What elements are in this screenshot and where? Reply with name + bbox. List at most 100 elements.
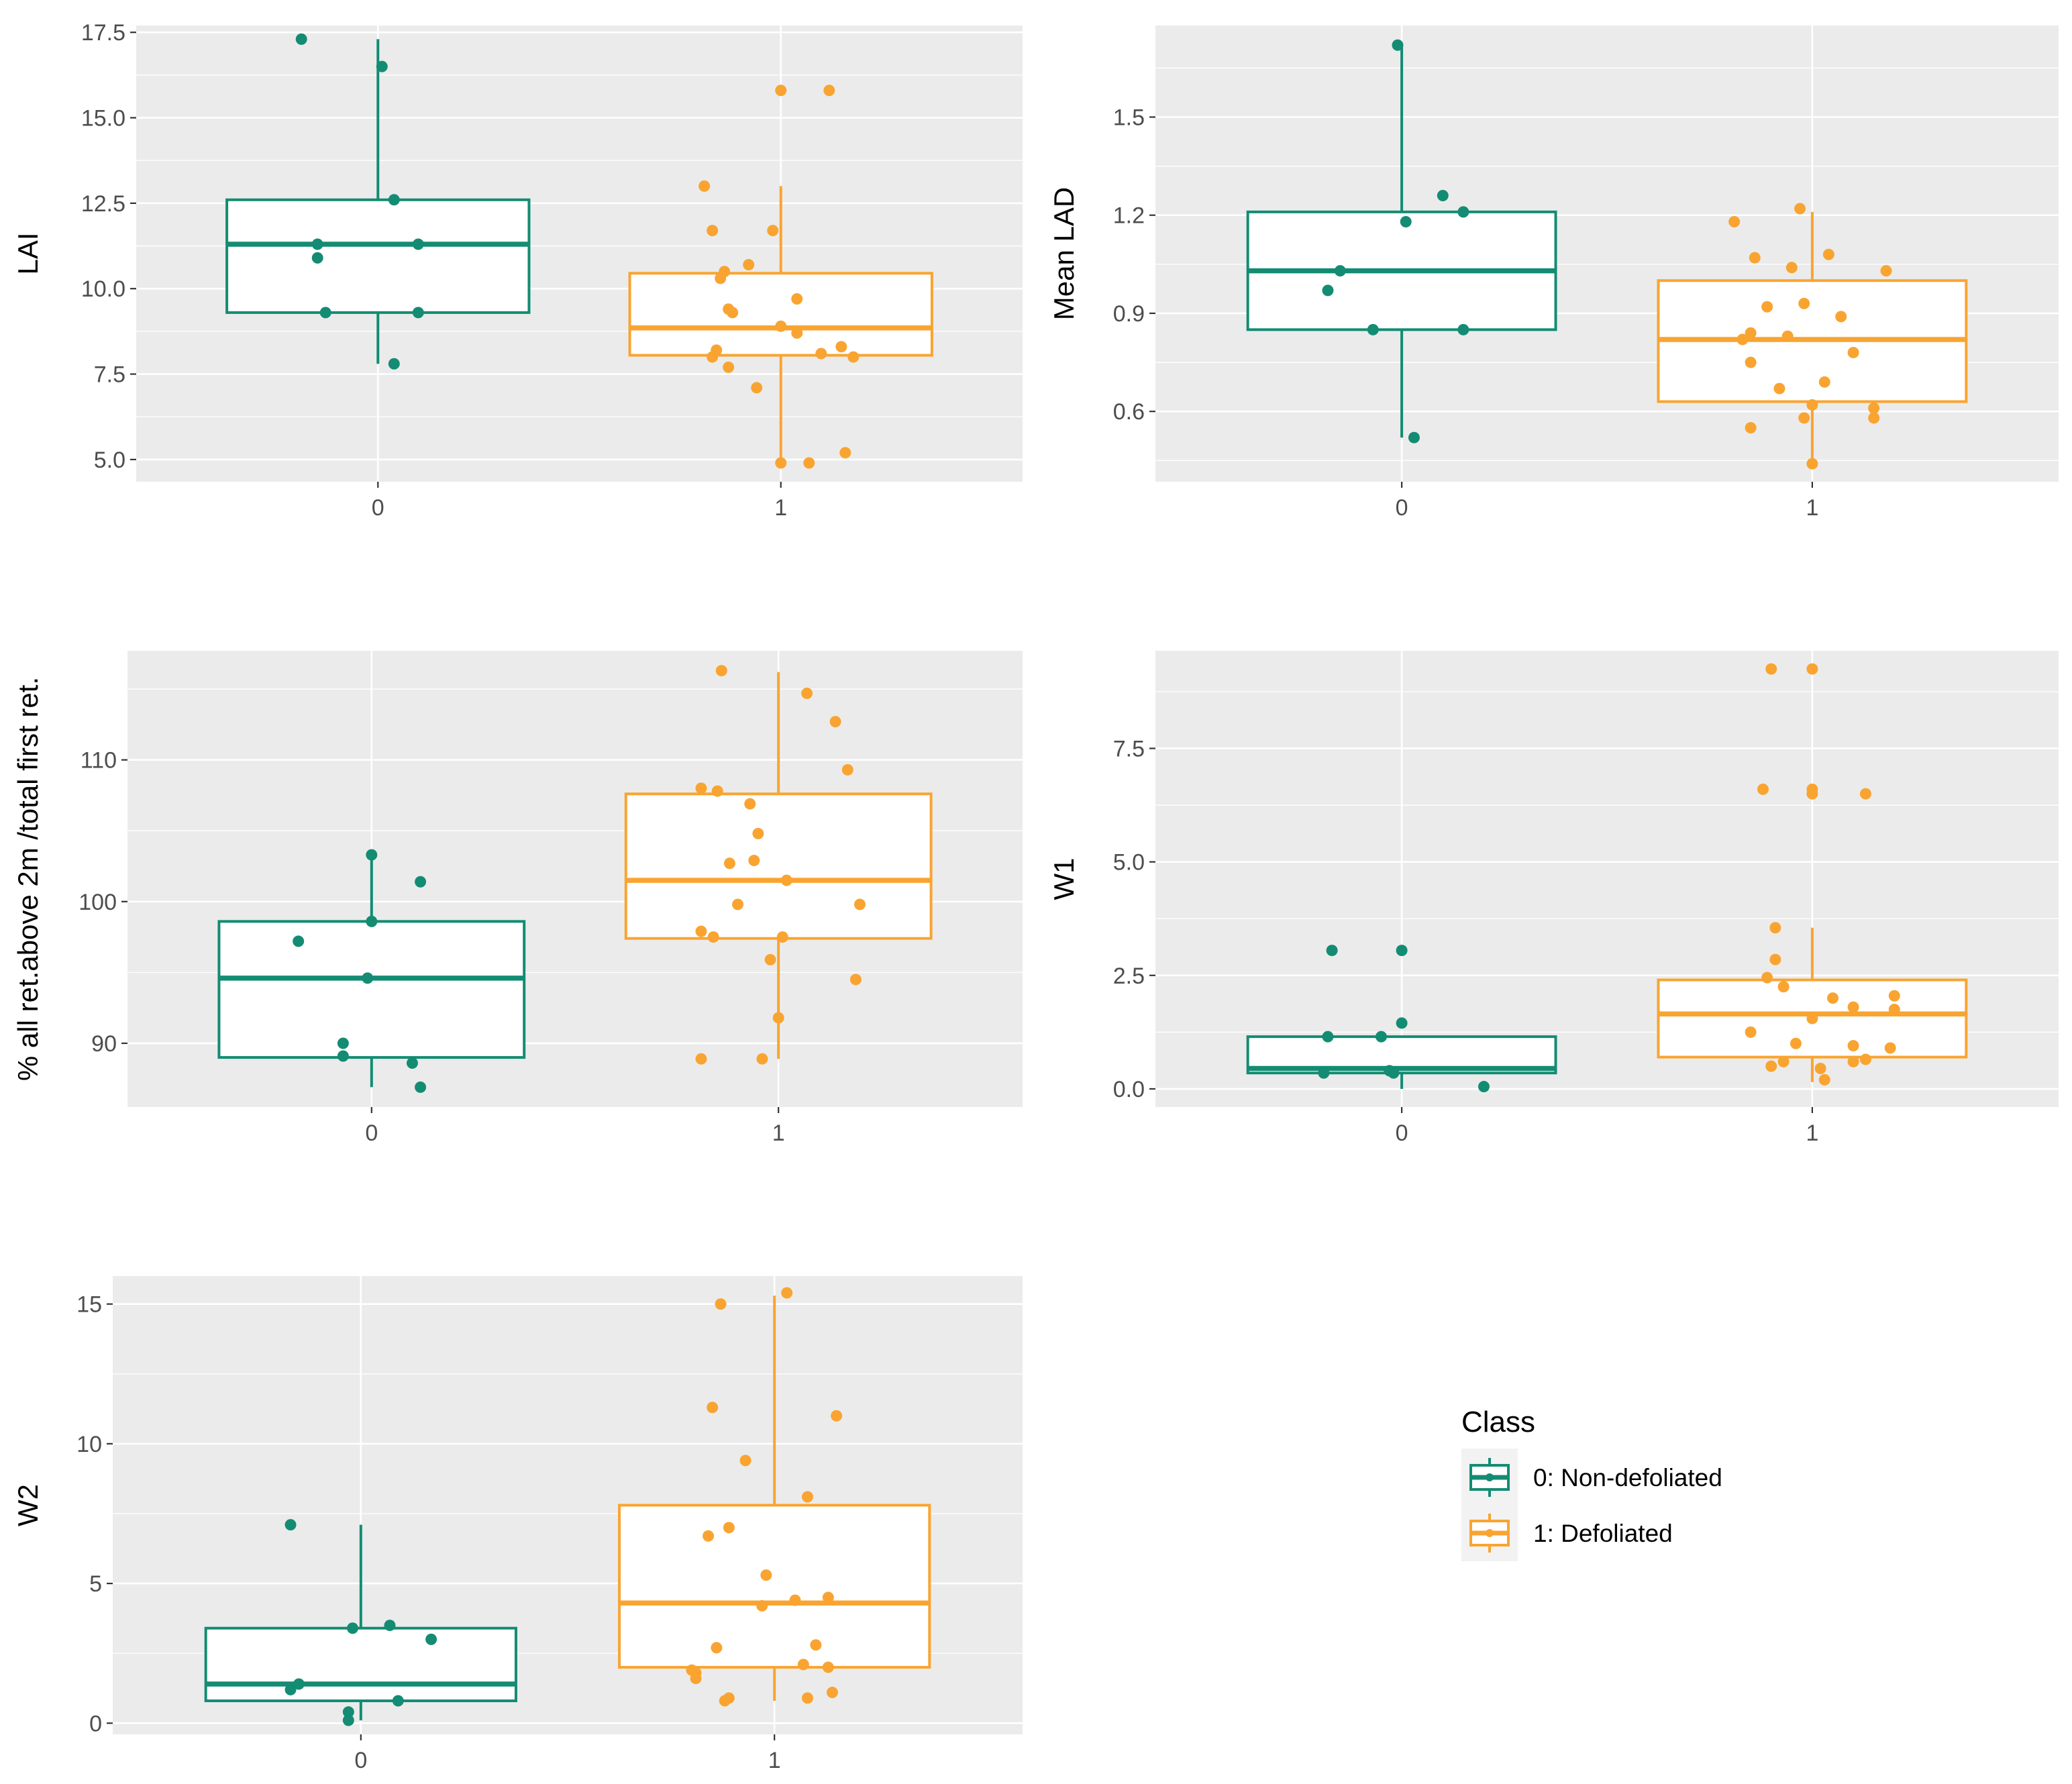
- y-tick-label: 90: [91, 1031, 117, 1057]
- data-point: [715, 272, 727, 284]
- data-point: [1785, 262, 1798, 274]
- data-point: [412, 307, 424, 319]
- data-point: [791, 293, 803, 305]
- data-point: [1408, 431, 1420, 443]
- data-point: [744, 798, 756, 810]
- y-tick-label: 5: [89, 1571, 102, 1597]
- data-point: [707, 351, 719, 363]
- data-point: [723, 857, 735, 870]
- y-axis-title: W2: [12, 1484, 44, 1526]
- data-point: [1859, 1053, 1871, 1065]
- data-point: [1777, 981, 1790, 993]
- data-point: [342, 1714, 354, 1726]
- data-point: [835, 341, 847, 353]
- data-point: [707, 931, 719, 943]
- x-tick-label: 0: [365, 1120, 378, 1146]
- data-point: [719, 1695, 731, 1707]
- data-point: [1457, 206, 1469, 218]
- data-point: [690, 1673, 702, 1685]
- data-point: [415, 1081, 427, 1093]
- iqr-box: [217, 920, 526, 1059]
- x-tick-label: 0: [1396, 1120, 1408, 1146]
- box-class-1: [1657, 663, 1968, 1086]
- y-tick-label: 10.0: [81, 276, 125, 302]
- x-tick-label: 1: [1806, 1120, 1818, 1146]
- data-point: [337, 1037, 349, 1049]
- data-point: [412, 238, 424, 250]
- data-point: [849, 974, 862, 986]
- y-tick-label: 2.5: [1113, 963, 1145, 989]
- data-point: [376, 60, 388, 72]
- data-point: [797, 1659, 809, 1671]
- data-point: [1318, 1067, 1330, 1079]
- data-point: [1880, 265, 1892, 277]
- data-point: [319, 307, 331, 319]
- legend-item-class1: 1: Defoliated: [1469, 1514, 1673, 1553]
- data-point: [362, 972, 374, 984]
- data-point: [1798, 412, 1810, 424]
- legend-label-class1: 1: Defoliated: [1533, 1520, 1673, 1547]
- data-point: [1765, 663, 1777, 675]
- data-point: [384, 1620, 396, 1632]
- data-point: [1806, 399, 1818, 411]
- data-point: [847, 351, 860, 363]
- x-tick-label: 1: [772, 1120, 785, 1146]
- data-point: [346, 1622, 358, 1634]
- y-tick-label: 1.5: [1113, 105, 1145, 130]
- data-point: [810, 1639, 822, 1651]
- box-class-0: [217, 849, 526, 1093]
- y-tick-label: 17.5: [81, 20, 125, 46]
- data-point: [781, 1287, 793, 1299]
- data-point: [801, 1491, 813, 1503]
- y-tick-label: 110: [81, 748, 117, 774]
- legend-label-class0: 0: Non-defoliated: [1533, 1464, 1722, 1491]
- y-tick-label: 10: [76, 1432, 102, 1457]
- data-point: [1749, 252, 1761, 264]
- data-point: [1761, 972, 1773, 984]
- data-point: [764, 953, 776, 965]
- box-class-0: [225, 33, 531, 370]
- data-point: [1728, 215, 1741, 227]
- chart-panel-5: 0 5 10 15 0 1 W2: [12, 1276, 1023, 1773]
- y-axis-title: % all ret.above 2m /total first ret.: [12, 677, 44, 1081]
- data-point: [707, 225, 719, 237]
- box-class-1: [628, 85, 933, 469]
- data-point: [760, 1569, 772, 1581]
- x-tick-label: 0: [1396, 495, 1408, 521]
- data-point: [1847, 1001, 1859, 1013]
- legend-key-class1-point: [1486, 1529, 1494, 1537]
- y-axis-title: LAI: [12, 232, 44, 274]
- data-point: [1396, 1017, 1408, 1029]
- data-point: [1437, 189, 1449, 201]
- data-point: [337, 1050, 349, 1062]
- data-point: [803, 457, 815, 469]
- data-point: [1773, 382, 1785, 395]
- data-point: [1827, 992, 1838, 1004]
- data-point: [1818, 376, 1830, 388]
- data-point: [1806, 788, 1818, 800]
- data-point: [822, 1661, 834, 1673]
- data-point: [1396, 945, 1408, 957]
- data-point: [342, 1706, 354, 1718]
- box-class-1: [618, 1287, 931, 1707]
- data-point: [776, 931, 788, 943]
- data-point: [1400, 215, 1412, 227]
- data-point: [775, 320, 787, 332]
- data-point: [1457, 323, 1469, 335]
- data-point: [1798, 297, 1810, 309]
- data-point: [822, 1591, 834, 1604]
- y-axis-title: Mean LAD: [1048, 187, 1080, 320]
- data-point: [1765, 1060, 1777, 1072]
- data-point: [780, 874, 792, 886]
- data-point: [388, 358, 400, 370]
- data-point: [1822, 248, 1834, 260]
- data-point: [1794, 203, 1806, 215]
- data-point: [366, 915, 378, 927]
- data-point: [1868, 402, 1880, 414]
- data-point: [826, 1687, 838, 1699]
- data-point: [1888, 1004, 1900, 1016]
- y-axis-title: W1: [1048, 858, 1080, 900]
- box-class-1: [1657, 203, 1968, 470]
- data-point: [831, 1410, 843, 1422]
- data-point: [388, 194, 400, 206]
